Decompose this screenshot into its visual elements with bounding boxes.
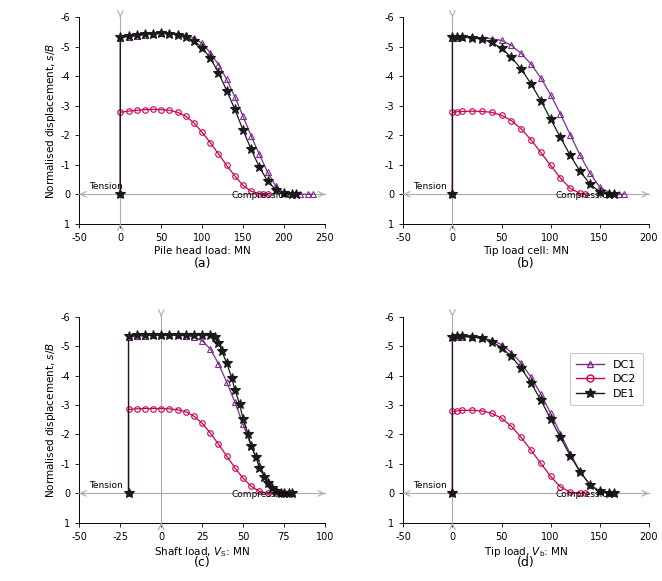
X-axis label: Pile head load: MN: Pile head load: MN (154, 246, 250, 256)
Text: (c): (c) (194, 556, 211, 569)
X-axis label: Tip load cell: MN: Tip load cell: MN (483, 246, 569, 256)
Text: Compression: Compression (555, 191, 614, 200)
X-axis label: Shaft load, $V_\mathrm{S}$: MN: Shaft load, $V_\mathrm{S}$: MN (154, 545, 250, 558)
Legend: DC1, DC2, DE1: DC1, DC2, DE1 (570, 353, 643, 406)
Y-axis label: Normalised displacement, $s/B$: Normalised displacement, $s/B$ (44, 342, 58, 498)
Text: Tension: Tension (89, 182, 123, 191)
Text: (b): (b) (517, 257, 535, 270)
Text: Tension: Tension (413, 481, 447, 490)
X-axis label: Tip load, $V_\mathrm{b}$: MN: Tip load, $V_\mathrm{b}$: MN (484, 545, 568, 559)
Y-axis label: Normalised displacement, $s/B$: Normalised displacement, $s/B$ (44, 42, 58, 199)
Text: Compression: Compression (232, 490, 290, 499)
Text: Tension: Tension (89, 481, 123, 490)
Text: (d): (d) (517, 556, 535, 569)
Text: Compression: Compression (232, 191, 290, 200)
Text: Tension: Tension (413, 182, 447, 191)
Text: (a): (a) (193, 257, 211, 270)
Text: Compression: Compression (555, 490, 614, 499)
